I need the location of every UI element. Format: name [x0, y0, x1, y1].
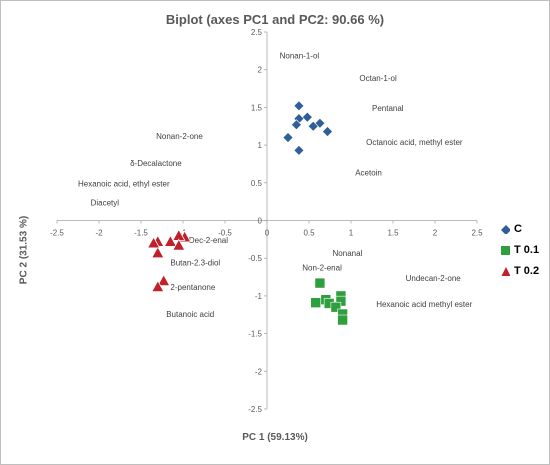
variable-label: Diacetyl — [91, 198, 120, 207]
legend-entry: C — [500, 218, 539, 239]
triangle-marker-icon — [501, 266, 510, 276]
variable-label: Octan-1-ol — [359, 74, 397, 83]
variable-label: Undecan-2-one — [406, 274, 462, 283]
data-point-t-0-1 — [314, 277, 326, 289]
y-tick-label: -0.5 — [248, 254, 262, 263]
data-point-t-0-2 — [151, 280, 165, 293]
variable-label: Nonanal — [333, 249, 363, 258]
y-tick-label: -1.5 — [248, 330, 262, 339]
variable-label: Octanoic acid, methyl ester — [366, 138, 463, 147]
variable-label: Nonan-2-one — [156, 132, 203, 141]
diamond-marker-icon — [501, 224, 510, 234]
data-point-t-0-1 — [330, 301, 342, 313]
data-point-t-0-2 — [157, 273, 171, 287]
x-tick-label: 0 — [265, 229, 270, 238]
y-tick-label: 2.5 — [251, 28, 263, 37]
x-axis-label: PC 1 (59.13%) — [242, 432, 308, 443]
square-marker-icon — [501, 245, 510, 255]
variable-label: Butanoic acid — [166, 310, 214, 319]
legend-entry: T 0.1 — [500, 239, 539, 260]
data-point-c — [290, 119, 302, 131]
variable-label: Acetoin — [355, 168, 382, 177]
x-tick-label: 0.5 — [303, 229, 315, 238]
legend-entry: T 0.2 — [500, 260, 539, 281]
x-tick-label: -2.5 — [50, 229, 64, 238]
variable-label: δ-Decalactone — [130, 159, 182, 168]
data-point-c — [301, 111, 313, 123]
data-point-t-0-2 — [172, 238, 186, 251]
variable-label: Non-2-enal — [302, 263, 342, 272]
variable-label: Dec-2-enal — [189, 236, 228, 245]
variable-label: Hexanoic acid, ethyl ester — [78, 180, 170, 189]
x-tick-label: -0.5 — [218, 229, 232, 238]
data-point-c — [293, 144, 305, 156]
x-tick-label: 2 — [433, 229, 438, 238]
x-tick-label: 1.5 — [387, 229, 399, 238]
data-point-t-0-2 — [163, 234, 178, 247]
data-point-c — [282, 132, 294, 143]
y-tick-label: 1.5 — [251, 103, 263, 112]
x-tick-label: -1.5 — [134, 229, 148, 238]
y-tick-label: -2 — [255, 367, 263, 376]
data-point-t-0-2 — [151, 246, 165, 259]
y-tick-label: 2 — [258, 66, 263, 75]
data-point-t-0-2 — [146, 236, 161, 249]
legend-label: C — [514, 222, 522, 235]
legend: C T 0.1 T 0.2 — [500, 218, 539, 281]
legend-label: T 0.1 — [514, 243, 540, 256]
x-tick-label: -2 — [95, 229, 103, 238]
chart-title: Biplot (axes PC1 and PC2: 90.66 %) — [165, 12, 385, 27]
x-tick-label: 1 — [349, 229, 354, 238]
data-point-c — [322, 126, 333, 137]
y-tick-label: 0.5 — [251, 179, 263, 188]
data-point-c — [307, 120, 319, 132]
y-tick-label: -1 — [255, 292, 263, 301]
variable-label: Pentanal — [372, 104, 404, 113]
y-tick-label: -2.5 — [248, 405, 262, 414]
y-tick-label: 1 — [258, 141, 263, 150]
variable-label: 2-pentanone — [170, 283, 215, 292]
data-point-t-0-1 — [310, 297, 322, 308]
variable-label: Nonan-1-ol — [280, 51, 320, 60]
data-point-c — [293, 100, 305, 112]
variable-label: Butan-2.3-diol — [170, 259, 220, 268]
x-tick-label: 2.5 — [471, 229, 483, 238]
y-tick-label: 0 — [258, 217, 263, 226]
data-point-t-0-1 — [337, 314, 348, 326]
legend-label: T 0.2 — [514, 264, 540, 277]
variable-label: Hexanoic acid methyl ester — [376, 300, 472, 309]
